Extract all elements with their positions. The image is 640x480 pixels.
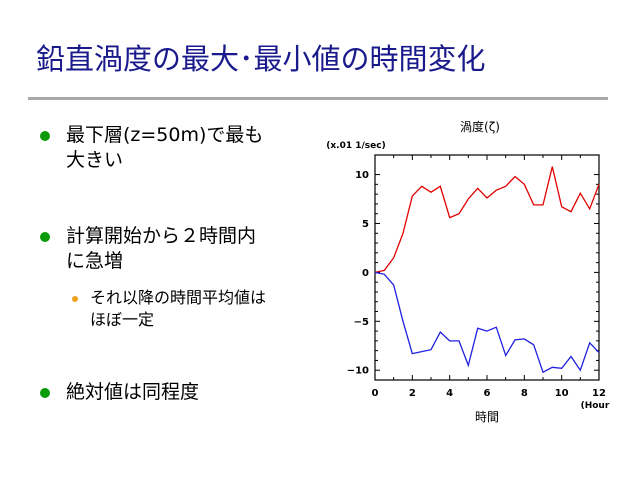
x-tick-label: 8 xyxy=(521,388,528,399)
vorticity-chart: 渦度(ζ) (x.01 1/sec) 0 2 4 6 8 10 12 −10 −5 0 5 10 (H… xyxy=(326,119,610,424)
slide-title: 鉛直渦度の最大･最小値の時間変化 xyxy=(36,42,486,76)
bullet-dot-1 xyxy=(40,131,50,141)
sub-bullet-dot xyxy=(72,296,78,302)
series-line-1 xyxy=(374,166,600,274)
x-axis-label: 時間 xyxy=(475,410,499,424)
x-tick-label: 6 xyxy=(484,388,491,399)
series-line-2 xyxy=(374,271,600,374)
y-tick-label: 0 xyxy=(362,268,369,279)
y-tick-label: 10 xyxy=(355,170,369,181)
x-unit-label: (Hour) xyxy=(581,401,610,411)
sub-bullet-line-2: ほぼ一定 xyxy=(90,310,155,329)
x-tick-label: 4 xyxy=(446,388,453,399)
title-divider xyxy=(28,97,608,100)
y-unit-label: (x.01 1/sec) xyxy=(326,141,385,151)
sub-bullet-line-1: それ以降の時間平均値は xyxy=(90,288,267,307)
y-tick-label: 5 xyxy=(362,219,369,230)
y-tick-label: −5 xyxy=(354,317,369,328)
x-tick-label: 12 xyxy=(592,388,606,399)
x-tick-label: 2 xyxy=(409,388,416,399)
bullet-2-line-1: 計算開始から２時間内 xyxy=(66,225,257,247)
x-tick-label: 10 xyxy=(555,388,569,399)
bullet-dot-3 xyxy=(40,388,50,398)
sub-bullet: それ以降の時間平均値は ほぼ一定 xyxy=(90,287,266,331)
bullet-2-line-2: に急増 xyxy=(66,250,124,272)
bullet-2: 計算開始から２時間内 に急増 xyxy=(66,224,256,274)
plot-frame xyxy=(374,154,600,381)
bullet-1-line-2: 大きい xyxy=(66,149,124,171)
bullet-3-line-1: 絶対値は同程度 xyxy=(66,381,200,403)
chart-title: 渦度(ζ) xyxy=(460,119,500,134)
y-tick-label: −10 xyxy=(347,366,369,377)
bullet-1-line-1: 最下層(z=50m)で最も xyxy=(66,124,264,146)
x-tick-label: 0 xyxy=(372,388,379,399)
bullet-1: 最下層(z=50m)で最も 大きい xyxy=(66,123,263,173)
bullet-3: 絶対値は同程度 xyxy=(66,380,199,405)
bullet-dot-2 xyxy=(40,232,50,242)
